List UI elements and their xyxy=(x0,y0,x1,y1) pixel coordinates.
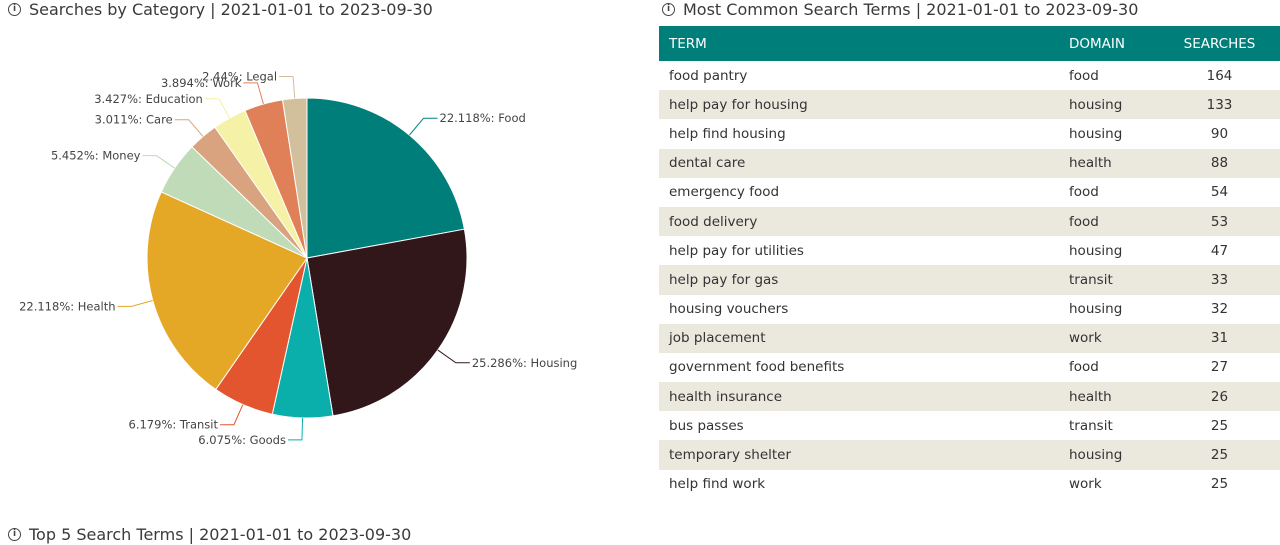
table-row[interactable]: temporary shelter housing 25 xyxy=(659,440,1280,470)
table-row[interactable]: emergency food food 54 xyxy=(659,178,1280,207)
pie-label-money: 5.452%: Money xyxy=(51,149,141,163)
cell-term: job placement xyxy=(659,323,1059,353)
pie-leader-line-food xyxy=(409,117,438,136)
cell-searches: 133 xyxy=(1159,90,1280,120)
info-circle-icon[interactable]: i xyxy=(8,528,21,541)
table-row[interactable]: health insurance health 26 xyxy=(659,382,1280,412)
pie-label-health: 22.118%: Health xyxy=(19,299,115,313)
cell-domain: housing xyxy=(1059,90,1159,120)
pie-label-goods: 6.075%: Goods xyxy=(198,433,286,447)
cell-searches: 25 xyxy=(1210,417,1229,434)
pie-panel-title: i Searches by Category | 2021-01-01 to 2… xyxy=(8,0,433,19)
cell-domain: food xyxy=(1069,67,1099,84)
cell-term: help find housing xyxy=(669,125,786,142)
search-terms-table: TERM DOMAIN SEARCHES food pantry food 164 h… xyxy=(659,26,1280,499)
cell-domain: health xyxy=(1059,382,1159,412)
pie-leader-line-money xyxy=(142,155,175,169)
cell-term: food delivery xyxy=(659,206,1059,237)
table-panel-title-text: Most Common Search Terms | 2021-01-01 to… xyxy=(683,0,1139,19)
cell-domain: housing xyxy=(1059,440,1159,470)
table-row[interactable]: food delivery food 53 xyxy=(659,206,1280,237)
bottom-panel-title-text: Top 5 Search Terms | 2021-01-01 to 2023-… xyxy=(29,525,412,544)
table-row[interactable]: help find housing housing 90 xyxy=(659,119,1280,148)
cell-term: health insurance xyxy=(659,382,1059,412)
table-row[interactable]: help find work work 25 xyxy=(659,470,1280,499)
cell-searches: 25 xyxy=(1159,440,1280,470)
cell-term: emergency food xyxy=(669,184,780,201)
column-header-domain[interactable]: DOMAIN xyxy=(1059,26,1159,61)
cell-term: housing vouchers xyxy=(669,301,789,318)
cell-domain: housing xyxy=(1069,301,1123,318)
table-row[interactable]: help pay for housing housing 133 xyxy=(659,90,1280,120)
cell-domain: housing xyxy=(1069,242,1123,259)
pie-label-care: 3.011%: Care xyxy=(95,113,173,127)
table-header-row: TERM DOMAIN SEARCHES xyxy=(659,26,1280,61)
cell-domain: work xyxy=(1069,476,1102,493)
table-row[interactable]: government food benefits food 27 xyxy=(659,353,1280,382)
cell-domain: health xyxy=(1059,148,1159,178)
cell-term: temporary shelter xyxy=(659,440,1059,470)
cell-searches: 27 xyxy=(1210,359,1229,376)
pie-leader-line-work xyxy=(243,82,264,105)
cell-domain: work xyxy=(1059,323,1159,353)
cell-term: bus passes xyxy=(669,417,744,434)
cell-searches: 33 xyxy=(1159,265,1280,295)
pie-label-transit: 6.179%: Transit xyxy=(129,418,219,432)
pie-leader-line-housing xyxy=(437,349,470,364)
pie-label-food: 22.118%: Food xyxy=(440,111,526,125)
cell-searches: 26 xyxy=(1159,382,1280,412)
cell-searches: 88 xyxy=(1159,148,1280,178)
cell-term: help pay for utilities xyxy=(669,242,804,259)
pie-leader-line-goods xyxy=(287,417,304,441)
cell-searches: 31 xyxy=(1159,323,1280,353)
bottom-panel-title: i Top 5 Search Terms | 2021-01-01 to 202… xyxy=(8,525,411,544)
cell-searches: 47 xyxy=(1210,242,1229,259)
pie-leader-line-health xyxy=(117,300,153,307)
table-row[interactable]: dental care health 88 xyxy=(659,148,1280,178)
cell-searches: 53 xyxy=(1159,206,1280,237)
cell-term: food pantry xyxy=(669,67,748,84)
cell-term: government food benefits xyxy=(669,359,845,376)
category-pie-chart: 22.118%: Food 25.286%: Housing 6.075%: Goo… xyxy=(19,70,577,447)
cell-searches: 25 xyxy=(1210,476,1229,493)
cell-domain: food xyxy=(1059,206,1159,237)
cell-term: dental care xyxy=(659,148,1059,178)
pie-panel-title-text: Searches by Category | 2021-01-01 to 202… xyxy=(29,0,433,19)
cell-domain: transit xyxy=(1069,417,1113,434)
table-row[interactable]: help pay for utilities housing 47 xyxy=(659,236,1280,265)
pie-leader-line-transit xyxy=(220,404,244,426)
cell-term: help pay for gas xyxy=(659,265,1059,295)
column-header-term[interactable]: TERM xyxy=(659,26,1059,61)
table-row[interactable]: food pantry food 164 xyxy=(659,61,1280,90)
cell-searches: 54 xyxy=(1210,184,1229,201)
pie-leader-line-legal xyxy=(279,76,296,99)
cell-searches: 164 xyxy=(1206,67,1233,84)
table-row[interactable]: help pay for gas transit 33 xyxy=(659,265,1280,295)
table-row[interactable]: bus passes transit 25 xyxy=(659,411,1280,440)
column-header-searches[interactable]: SEARCHES xyxy=(1159,26,1280,61)
pie-slice-housing[interactable] xyxy=(306,228,468,417)
table-row[interactable]: job placement work 31 xyxy=(659,323,1280,353)
pie-label-legal: 2.44%: Legal xyxy=(202,70,277,84)
pie-leader-line-education xyxy=(204,98,230,119)
cell-domain: food xyxy=(1069,359,1099,376)
pie-label-housing: 25.286%: Housing xyxy=(472,356,577,370)
cell-searches: 90 xyxy=(1210,125,1229,142)
info-circle-icon[interactable]: i xyxy=(8,3,21,16)
table-panel-title: i Most Common Search Terms | 2021-01-01 … xyxy=(662,0,1138,19)
cell-term: help find work xyxy=(669,476,766,493)
table-row[interactable]: housing vouchers housing 32 xyxy=(659,295,1280,324)
pie-label-work: 3.894%: Work xyxy=(161,76,242,90)
info-circle-icon[interactable]: i xyxy=(662,3,675,16)
cell-searches: 32 xyxy=(1210,301,1229,318)
cell-domain: transit xyxy=(1059,265,1159,295)
cell-term: help pay for housing xyxy=(659,90,1059,120)
cell-domain: housing xyxy=(1069,125,1123,142)
pie-label-education: 3.427%: Education xyxy=(94,92,203,106)
cell-domain: food xyxy=(1069,184,1099,201)
pie-leader-line-care xyxy=(174,119,204,137)
